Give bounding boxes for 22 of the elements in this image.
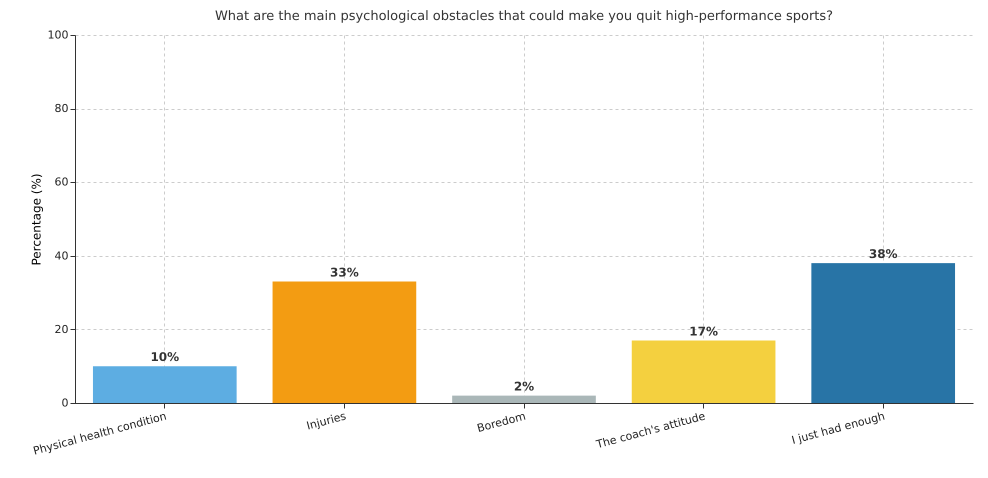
y-tick-label: 40	[54, 249, 68, 262]
bar	[272, 282, 416, 403]
data-label: 33%	[330, 266, 359, 280]
chart-title: What are the main psychological obstacles that could make you quit high-performance sports?	[214, 9, 834, 24]
x-tick-label: The coach's attitude	[594, 409, 707, 452]
data-label: 2%	[514, 380, 534, 394]
data-label: 10%	[150, 350, 180, 364]
y-tick-label: 100	[48, 28, 68, 42]
bar	[92, 366, 237, 403]
y-axis-title: Percentage (%)	[30, 173, 44, 266]
data-label: 38%	[868, 247, 898, 262]
x-tick-label: Injuries	[305, 409, 348, 433]
x-tick-label: Boredom	[476, 410, 528, 435]
y-tick-label: 80	[54, 102, 68, 116]
x-tick-label: I just had enough	[790, 410, 886, 447]
data-label: 17%	[689, 324, 718, 338]
bar	[632, 340, 776, 403]
y-tick-label: 20	[54, 322, 68, 336]
y-tick-label: 60	[54, 176, 68, 189]
bar	[811, 263, 956, 403]
bar	[452, 396, 596, 403]
y-tick-label: 0	[62, 396, 68, 410]
